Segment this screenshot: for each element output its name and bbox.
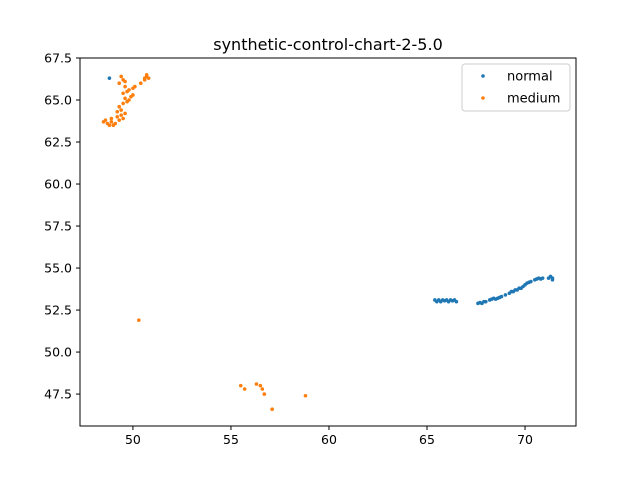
point-medium-8	[115, 115, 120, 119]
point-medium-22	[121, 91, 125, 96]
point-medium-19	[127, 98, 131, 102]
x-tick-label: 50	[125, 432, 141, 447]
point-medium-32	[138, 81, 143, 86]
point-medium-11	[121, 116, 125, 121]
point-medium-16	[121, 101, 125, 106]
point-normal-25	[503, 293, 508, 297]
point-medium-21	[131, 93, 135, 97]
y-tick-label: 65.0	[44, 93, 72, 108]
x-tick-label: 70	[517, 432, 533, 447]
legend-label-medium: medium	[507, 92, 560, 107]
point-medium-45	[270, 407, 274, 412]
y-tick-label: 55.0	[44, 261, 72, 276]
point-normal-24	[499, 294, 504, 299]
y-tick-label: 52.5	[44, 303, 72, 318]
point-medium-2	[107, 123, 112, 128]
x-tick-label: 65	[419, 432, 435, 447]
point-medium-15	[117, 104, 122, 109]
y-tick-label: 57.5	[44, 219, 72, 234]
point-medium-24	[123, 84, 127, 89]
point-normal-42	[540, 276, 545, 280]
point-medium-10	[119, 113, 123, 117]
legend-label-normal: normal	[507, 70, 553, 85]
point-medium-12	[115, 109, 120, 114]
point-normal-12	[454, 299, 459, 304]
point-normal-0	[107, 76, 112, 80]
y-axis: 47.5 50.0 52.5 55.0 57.5 60.0 62.5 65.0 67.5	[44, 51, 80, 402]
x-tick-label: 60	[321, 432, 337, 447]
chart-title: synthetic-control-chart-2-5.0	[213, 35, 443, 54]
point-medium-38	[137, 318, 141, 322]
point-normal-37	[529, 279, 533, 284]
point-medium-40	[242, 387, 247, 391]
point-medium-7	[109, 116, 114, 121]
point-medium-42	[258, 383, 263, 388]
point-medium-18	[123, 96, 127, 101]
y-tick-label: 62.5	[44, 135, 72, 150]
point-medium-6	[101, 120, 106, 124]
point-medium-46	[303, 393, 308, 398]
point-medium-27	[133, 84, 137, 89]
point-normal-17	[484, 299, 488, 304]
legend-marker-medium	[481, 96, 485, 100]
point-medium-28	[117, 81, 122, 86]
point-medium-14	[123, 111, 127, 116]
point-medium-25	[127, 88, 131, 92]
legend-box	[461, 63, 571, 112]
y-tick-label: 60.0	[44, 177, 72, 192]
point-medium-36	[144, 73, 149, 77]
point-medium-13	[119, 108, 123, 112]
point-normal-46	[550, 278, 555, 282]
point-medium-5	[113, 121, 118, 126]
point-medium-43	[260, 387, 265, 391]
x-tick-label: 55	[223, 432, 239, 447]
point-medium-9	[117, 118, 122, 122]
point-medium-44	[262, 392, 267, 396]
legend: normal medium	[461, 63, 571, 112]
point-medium-30	[119, 74, 123, 79]
x-axis: 50 55 60 65 70	[125, 426, 533, 447]
plot-points	[101, 73, 555, 412]
point-medium-35	[146, 76, 151, 80]
legend-marker-normal	[481, 74, 485, 78]
point-medium-39	[238, 383, 243, 388]
y-tick-label: 47.5	[44, 387, 72, 402]
point-medium-3	[109, 120, 114, 124]
point-medium-41	[254, 382, 259, 386]
y-tick-label: 50.0	[44, 345, 72, 360]
plot-area-frame	[79, 57, 577, 427]
point-medium-37	[142, 78, 147, 82]
point-medium-31	[123, 79, 127, 84]
y-tick-label: 67.5	[44, 51, 72, 66]
